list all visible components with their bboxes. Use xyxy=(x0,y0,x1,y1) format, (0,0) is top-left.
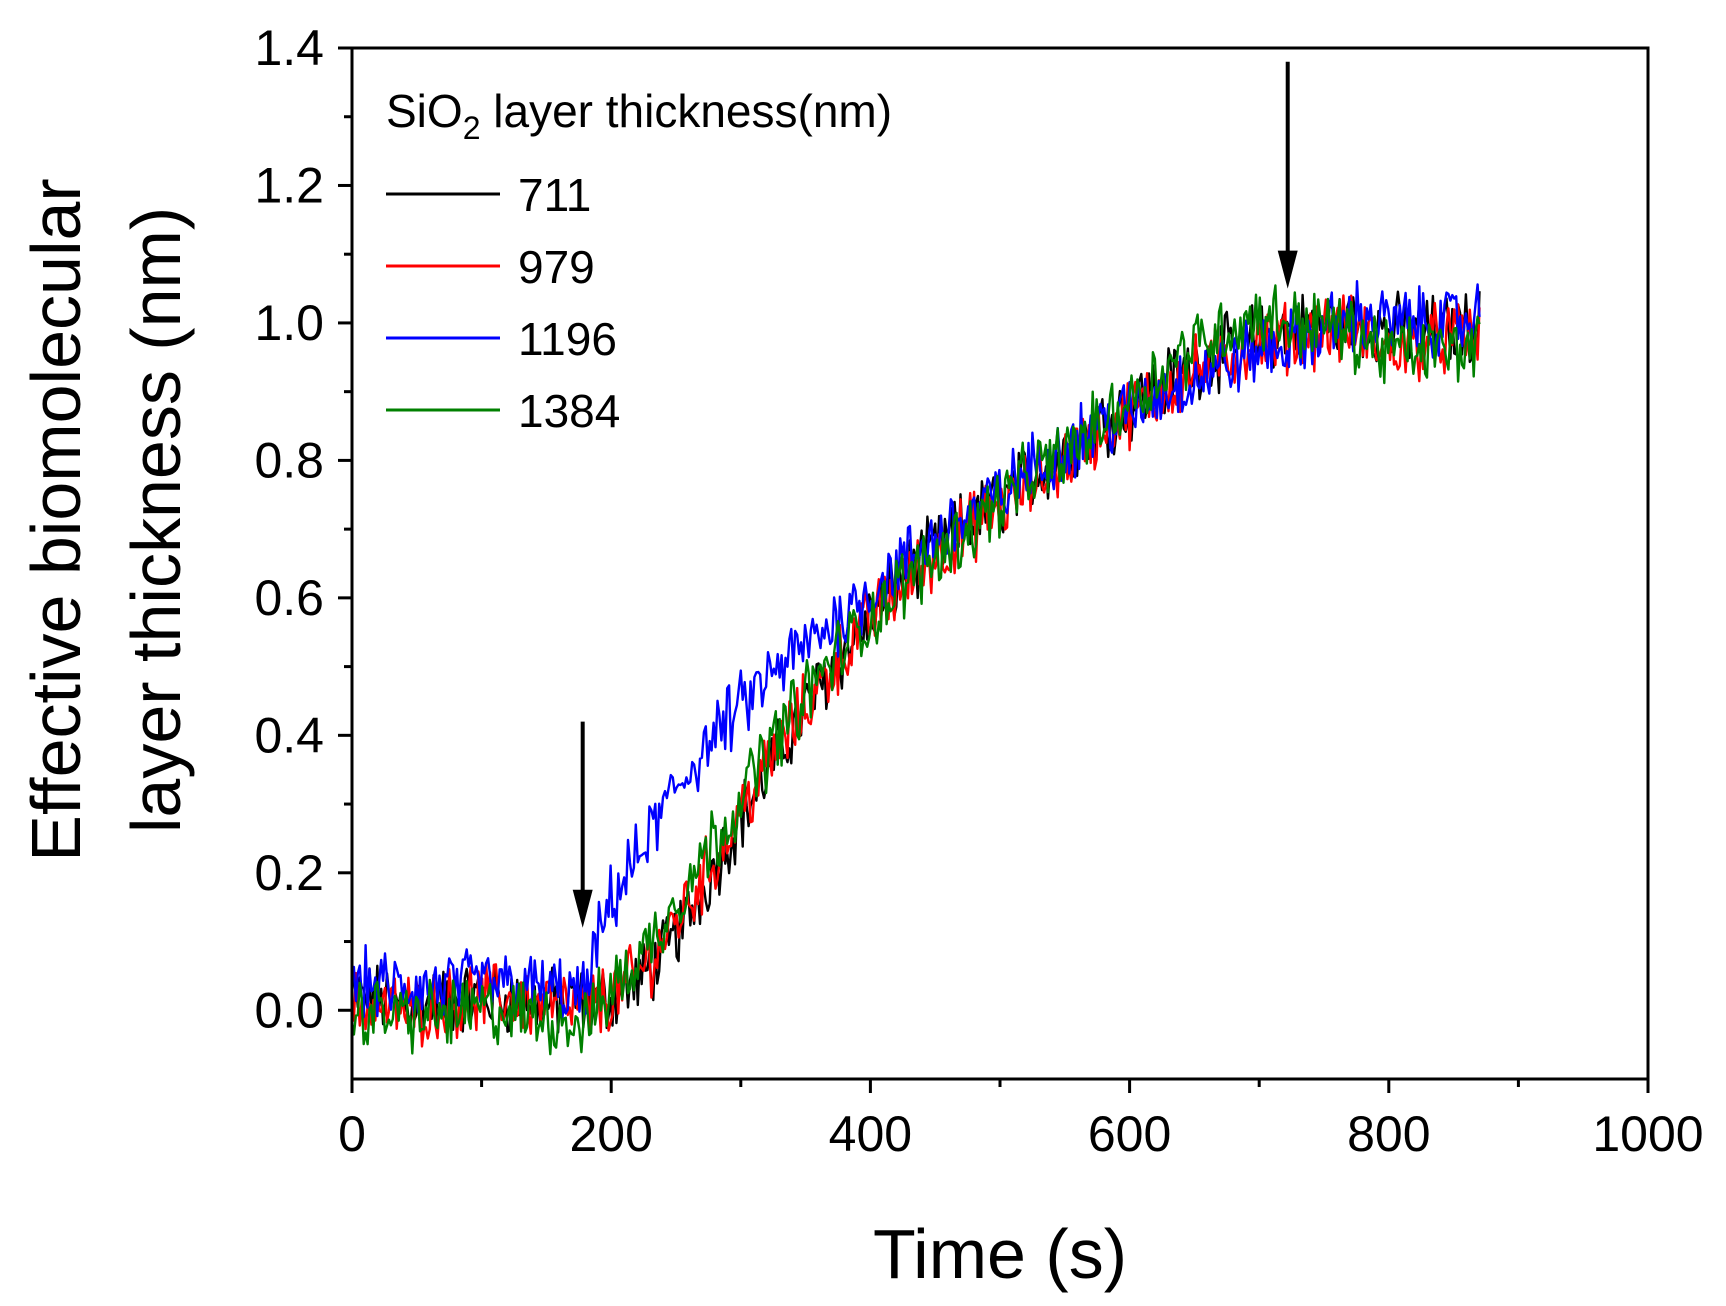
x-tick-label: 800 xyxy=(1347,1106,1430,1162)
legend-title-subscript: 2 xyxy=(463,110,481,146)
legend-label: 1384 xyxy=(518,385,620,437)
series-group xyxy=(350,280,1481,1056)
legend-label: 711 xyxy=(518,169,591,221)
legend-title-main: SiO xyxy=(386,85,463,137)
y-tick-label: 1.4 xyxy=(254,20,324,76)
x-tick-label: 600 xyxy=(1088,1106,1171,1162)
legend-label: 1196 xyxy=(518,313,617,365)
series-line-1384 xyxy=(350,284,1481,1056)
legend: SiO2 layer thickness(nm) 711 979 1196 1384 xyxy=(386,85,892,437)
legend-title: SiO2 layer thickness(nm) xyxy=(386,85,892,146)
legend-entry-1196: 1196 xyxy=(386,313,617,365)
y-tick-label: 1.2 xyxy=(254,157,324,213)
tick-group: 0 200 400 600 800 1000 0.0 0.2 0.4 0.6 0.8 1.0 1.2 1.… xyxy=(254,20,1703,1162)
annotation-arrow-1 xyxy=(572,721,593,928)
legend-entries: 711 979 1196 1384 xyxy=(386,169,620,437)
x-tick-label: 200 xyxy=(569,1106,652,1162)
legend-entry-711: 711 xyxy=(386,169,591,221)
y-tick-label: 1.0 xyxy=(254,295,324,351)
x-tick-label: 400 xyxy=(829,1106,912,1162)
x-axis-title: Time (s) xyxy=(873,1215,1127,1293)
x-tick-label: 1000 xyxy=(1592,1106,1703,1162)
y-axis-title-line-1: Effective biomolecular xyxy=(17,178,95,862)
legend-entry-979: 979 xyxy=(386,241,595,293)
y-axis-title-line-2: layer thickness (nm) xyxy=(117,207,195,833)
y-tick-label: 0.8 xyxy=(254,432,324,488)
y-tick-label: 0.2 xyxy=(254,845,324,901)
legend-title-rest: layer thickness(nm) xyxy=(480,85,892,137)
arrow-head-icon xyxy=(572,889,593,928)
arrow-head-icon xyxy=(1277,250,1298,289)
legend-label: 979 xyxy=(518,241,595,293)
y-axis-title: Effective biomolecular layer thickness (… xyxy=(17,178,195,862)
y-tick-label: 0.6 xyxy=(254,570,324,626)
annotation-arrow-2 xyxy=(1277,61,1298,289)
x-tick-label: 0 xyxy=(338,1106,366,1162)
annotation-group xyxy=(572,61,1298,928)
legend-entry-1384: 1384 xyxy=(386,385,620,437)
y-tick-label: 0.0 xyxy=(254,982,324,1038)
y-tick-label: 0.4 xyxy=(254,707,324,763)
